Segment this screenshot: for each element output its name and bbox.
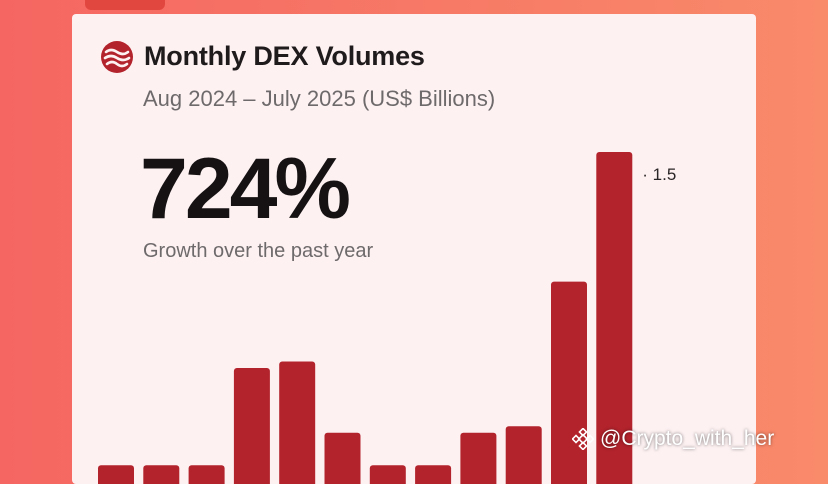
watermark: @Crypto_with_her: [572, 424, 774, 454]
bar-2: [143, 465, 179, 484]
bar-chart: · 1.5: [72, 14, 756, 484]
chart-card: Monthly DEX Volumes Aug 2024 – July 2025…: [72, 14, 756, 484]
bar-1: [98, 465, 134, 484]
bar-6: [325, 433, 361, 484]
bar-4: [234, 368, 270, 484]
bar-9: [460, 433, 496, 484]
bar-3: [189, 465, 225, 484]
bar-5: [279, 362, 315, 484]
watermark-text: @Crypto_with_her: [600, 427, 774, 451]
bar-10: [506, 426, 542, 484]
data-label-12: · 1.5: [642, 165, 676, 184]
bar-7: [370, 465, 406, 484]
bar-8: [415, 465, 451, 484]
top-tab-decoration: [85, 0, 165, 10]
binance-diamond-icon: [572, 428, 594, 450]
